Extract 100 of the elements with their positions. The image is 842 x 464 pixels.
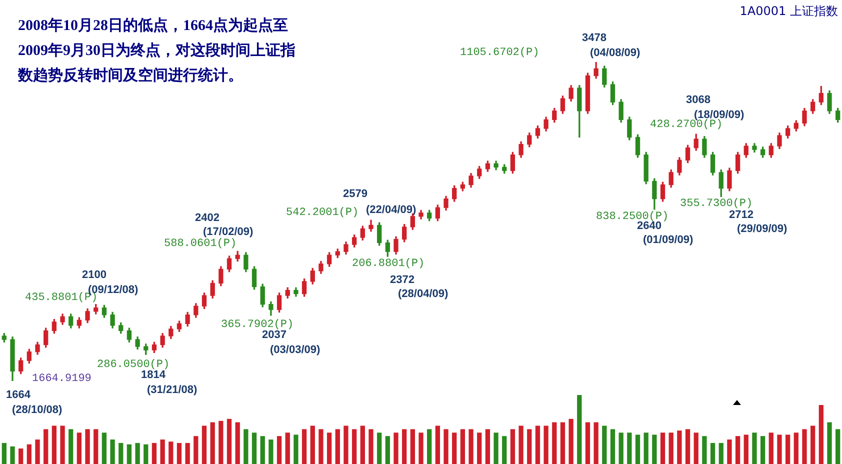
chart-subtitle: 2008年10月28日的低点，1664点为起点至2009年9月30日为终点，对这段时间上证指数趋势反转时间及空间进行统计。 bbox=[18, 16, 296, 86]
bar bbox=[244, 429, 248, 464]
bar bbox=[410, 429, 415, 464]
annotation: 1814 bbox=[141, 369, 166, 382]
bar bbox=[836, 429, 840, 464]
annotation: 2402 bbox=[195, 212, 220, 224]
bar bbox=[718, 442, 724, 464]
bar bbox=[452, 432, 457, 464]
annotation: 2037 bbox=[262, 329, 286, 342]
bar bbox=[18, 448, 24, 464]
annotation: 2712 bbox=[729, 209, 754, 222]
bar bbox=[235, 422, 240, 464]
bar bbox=[418, 432, 424, 464]
annotation: 2579 bbox=[343, 188, 368, 200]
bar bbox=[168, 442, 174, 464]
bar bbox=[727, 440, 732, 464]
bar bbox=[444, 429, 448, 464]
bar bbox=[777, 434, 782, 464]
bar bbox=[710, 442, 716, 464]
bar bbox=[2, 442, 6, 464]
annotation: (28/10/08) bbox=[12, 404, 62, 416]
annotation: 2640 bbox=[637, 220, 662, 232]
bar bbox=[594, 422, 598, 464]
bar bbox=[260, 436, 265, 464]
annotation: (03/03/09) bbox=[270, 344, 320, 356]
bar bbox=[635, 434, 640, 464]
bar bbox=[577, 395, 582, 464]
bar bbox=[126, 444, 132, 464]
bar bbox=[560, 422, 566, 464]
bar bbox=[827, 422, 832, 464]
bar bbox=[510, 429, 516, 464]
bar bbox=[752, 432, 757, 464]
annotation: (22/04/09) bbox=[366, 204, 416, 216]
bar bbox=[352, 429, 357, 464]
bar bbox=[402, 429, 407, 464]
chart-title: 1A0001 上证指数 bbox=[740, 3, 838, 20]
annotation: 286.0500(P) bbox=[97, 358, 170, 371]
bar bbox=[618, 432, 624, 464]
bar bbox=[685, 429, 690, 464]
annotation: (28/04/09) bbox=[398, 288, 448, 300]
bar bbox=[85, 429, 90, 464]
bar bbox=[202, 426, 207, 464]
annotation: (31/21/08) bbox=[147, 384, 198, 396]
bar bbox=[344, 426, 348, 464]
bar bbox=[76, 432, 82, 464]
annotation: 365.7902(P) bbox=[221, 318, 294, 331]
bar bbox=[210, 422, 215, 464]
bar bbox=[468, 429, 474, 464]
bar bbox=[568, 418, 574, 464]
bar bbox=[502, 436, 507, 464]
bar bbox=[702, 436, 707, 464]
bar bbox=[385, 436, 390, 464]
bar bbox=[694, 432, 698, 464]
annotation: 355.7300(P) bbox=[680, 198, 753, 210]
bar bbox=[176, 442, 182, 464]
bar bbox=[194, 436, 198, 464]
bar bbox=[760, 436, 766, 464]
bar bbox=[644, 432, 648, 464]
bar bbox=[326, 432, 332, 464]
bar bbox=[135, 442, 140, 464]
bar bbox=[160, 440, 165, 464]
annotation: (01/09/09) bbox=[643, 234, 694, 246]
bar bbox=[294, 434, 298, 464]
bar bbox=[360, 426, 365, 464]
annotation: (18/09/09) bbox=[694, 109, 744, 122]
bar bbox=[52, 426, 57, 464]
bar bbox=[26, 444, 32, 464]
annotation: 542.2001(P) bbox=[286, 206, 359, 219]
bar bbox=[318, 429, 324, 464]
bar bbox=[226, 418, 232, 464]
bar bbox=[810, 426, 816, 464]
bar bbox=[285, 432, 290, 464]
annotation: 3068 bbox=[686, 94, 710, 106]
bar bbox=[735, 436, 740, 464]
bar bbox=[435, 426, 440, 464]
bar bbox=[818, 405, 824, 464]
bar bbox=[335, 429, 340, 464]
bar bbox=[427, 429, 432, 464]
annotation: 1664.9199 bbox=[32, 372, 92, 385]
bar bbox=[794, 432, 798, 464]
bar bbox=[585, 422, 590, 464]
bar bbox=[652, 434, 657, 464]
annotation: 588.0601(P) bbox=[164, 238, 237, 250]
bar bbox=[68, 429, 74, 464]
bar bbox=[527, 429, 532, 464]
bar bbox=[268, 440, 274, 464]
bar bbox=[485, 429, 490, 464]
annotation: 428.2700(P) bbox=[650, 118, 723, 131]
bar bbox=[376, 432, 382, 464]
bar bbox=[185, 442, 190, 464]
bar bbox=[302, 429, 307, 464]
bar bbox=[118, 442, 124, 464]
bar bbox=[10, 446, 15, 464]
bar bbox=[768, 432, 774, 464]
bar bbox=[460, 429, 466, 464]
bar bbox=[152, 442, 157, 464]
annotation: 1664 bbox=[6, 389, 32, 402]
bar bbox=[218, 420, 224, 464]
bar bbox=[552, 422, 557, 464]
bar bbox=[744, 434, 748, 464]
